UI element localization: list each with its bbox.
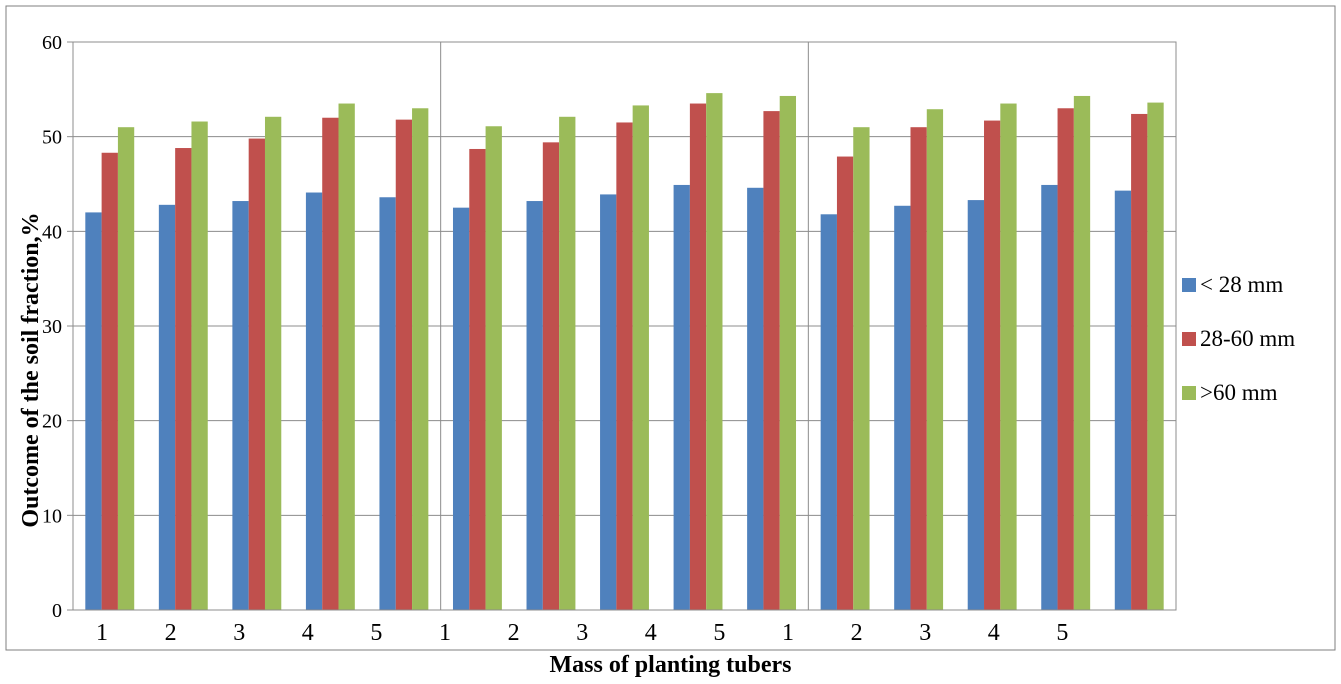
bar (910, 127, 927, 610)
bar (101, 152, 118, 610)
legend-item-28-60: 28-60 mm (1182, 312, 1295, 366)
bar (526, 201, 543, 611)
bar (191, 121, 208, 611)
plot-area (72, 41, 1177, 611)
y-axis-title: Outcome of the soil fraction,% (18, 212, 44, 527)
bar (926, 109, 944, 611)
bar (379, 197, 396, 610)
bar (1041, 184, 1058, 611)
bar (264, 116, 282, 610)
bar (469, 148, 486, 610)
x-axis-title: Mass of planting tubers (549, 652, 792, 678)
x-tick-label: 5 (370, 620, 382, 646)
chart-area-border (5, 5, 1336, 651)
y-tick-label: 40 (42, 221, 62, 243)
bar (673, 184, 690, 611)
bar (689, 103, 707, 611)
x-tick-label: 4 (645, 620, 657, 646)
x-tick-label: 2 (851, 620, 863, 646)
bar (117, 127, 135, 610)
bar (395, 119, 413, 611)
x-tick-label: 1 (782, 620, 794, 646)
x-tick-label: 4 (988, 620, 1000, 646)
bar (616, 122, 633, 610)
bar (322, 117, 339, 610)
bar (158, 204, 176, 610)
x-tick-label: 2 (508, 620, 520, 646)
bar (1147, 102, 1164, 610)
bar (763, 111, 780, 611)
x-tick-label: 5 (1056, 620, 1068, 646)
x-tick-label: 4 (302, 620, 314, 646)
bar (542, 142, 560, 610)
x-tick-labels: 1 2 3 4 5 1 2 3 4 5 1 2 3 4 5 (96, 620, 1068, 646)
bars (85, 93, 1164, 611)
y-tick-label: 20 (42, 411, 62, 433)
x-tick-label: 1 (96, 620, 108, 646)
bar (1131, 113, 1148, 611)
legend-swatch-gt60 (1182, 386, 1196, 400)
bar (175, 148, 192, 610)
bar (1073, 95, 1091, 610)
legend-label-28-60: 28-60 mm (1200, 326, 1296, 351)
bar (232, 201, 249, 611)
x-tick-label: 3 (919, 620, 931, 646)
bar (820, 214, 837, 610)
bar (632, 105, 649, 610)
y-tick-labels: 0 10 20 30 40 50 60 (42, 32, 62, 622)
bar (747, 187, 764, 610)
legend-item-gt60: >60 mm (1182, 366, 1295, 420)
bar (248, 138, 265, 610)
y-tick-label: 0 (52, 600, 62, 622)
x-tick-label: 5 (713, 620, 725, 646)
x-tick-label: 2 (165, 620, 177, 646)
bar (559, 116, 576, 610)
bar (779, 95, 797, 610)
legend-swatch-28-60 (1182, 332, 1196, 346)
bar (853, 127, 870, 610)
bar (600, 194, 617, 610)
legend: < 28 mm 28-60 mm >60 mm (1182, 258, 1295, 420)
y-tick-label: 50 (42, 127, 62, 149)
bar (485, 126, 502, 611)
legend-label-lt28: < 28 mm (1200, 272, 1284, 297)
x-tick-label: 3 (233, 620, 245, 646)
bar (836, 156, 854, 610)
bar (452, 207, 470, 610)
bar (1114, 190, 1132, 611)
x-tick-label: 3 (576, 620, 588, 646)
legend-label-gt60: >60 mm (1200, 380, 1278, 405)
bar (85, 212, 102, 610)
y-tick-label: 10 (42, 505, 62, 527)
y-tick-label: 30 (42, 316, 62, 338)
bar (1000, 103, 1017, 611)
bar (706, 93, 723, 611)
bar (967, 200, 985, 611)
legend-swatch-lt28 (1182, 278, 1196, 292)
bar (1057, 108, 1074, 611)
bar (338, 103, 355, 611)
bar (412, 108, 429, 611)
bar (305, 192, 323, 610)
axes (67, 41, 1177, 611)
x-tick-label: 1 (439, 620, 451, 646)
bar (894, 205, 911, 611)
y-tick-label: 60 (42, 32, 62, 54)
legend-item-lt28: < 28 mm (1182, 258, 1295, 312)
bar (984, 120, 1001, 610)
